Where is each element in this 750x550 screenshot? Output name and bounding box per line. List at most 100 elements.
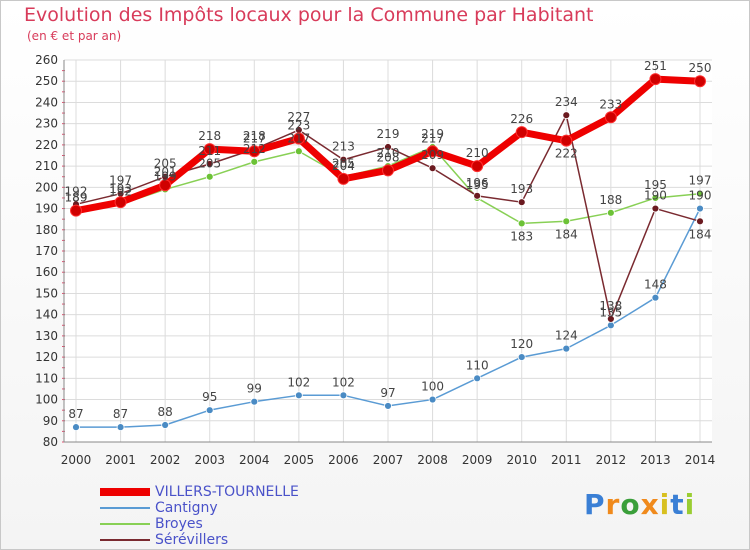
data-label-broyes: 212 (243, 142, 266, 156)
x-tick-label: 2014 (685, 453, 716, 467)
data-label-broyes: 210 (377, 146, 400, 160)
data-label-broyes: 197 (689, 174, 712, 188)
y-tick-label: 100 (35, 393, 58, 407)
data-point-cantigny (562, 344, 571, 353)
y-tick-label: 170 (35, 244, 58, 258)
logo-letter: x (640, 488, 660, 521)
data-label-cantigny: 110 (466, 358, 489, 372)
data-label-cantigny: 120 (510, 337, 533, 351)
data-label-villers-tournelle: 193 (109, 182, 132, 196)
x-tick-label: 2004 (239, 453, 270, 467)
data-point-broyes (562, 217, 571, 226)
data-point-broyes (606, 208, 615, 217)
data-point-broyes (205, 172, 214, 181)
data-point-villers-tournelle (560, 134, 573, 147)
y-tick-label: 160 (35, 265, 58, 279)
chart-subtitle: (en € et par an) (27, 29, 122, 43)
data-label-serevillers: 209 (421, 148, 444, 162)
data-label-villers-tournelle: 201 (154, 165, 177, 179)
data-label-cantigny: 95 (202, 390, 217, 404)
data-label-broyes: 183 (510, 229, 533, 243)
data-label-villers-tournelle: 189 (65, 191, 88, 205)
data-label-cantigny: 135 (599, 305, 622, 319)
x-tick-label: 2011 (551, 453, 582, 467)
data-point-villers-tournelle (70, 204, 82, 217)
data-label-cantigny: 124 (555, 329, 578, 343)
data-label-broyes: 192 (109, 184, 132, 198)
data-point-cantigny (473, 374, 482, 383)
data-point-villers-tournelle (292, 132, 305, 145)
logo-letter: o (620, 488, 641, 521)
data-label-villers-tournelle: 222 (555, 147, 578, 161)
data-point-serevillers (428, 164, 437, 173)
data-label-villers-tournelle: 226 (510, 112, 533, 126)
data-point-cantigny (294, 391, 303, 400)
legend-swatch (100, 507, 150, 509)
data-point-cantigny (696, 204, 704, 213)
data-label-villers-tournelle: 208 (377, 150, 400, 164)
data-point-cantigny (651, 293, 660, 302)
data-label-villers-tournelle: 204 (332, 159, 355, 173)
x-tick-label: 2005 (284, 453, 315, 467)
data-label-broyes: 205 (198, 157, 221, 171)
data-label-cantigny: 100 (421, 380, 444, 394)
data-point-cantigny (339, 391, 348, 400)
data-point-villers-tournelle (248, 145, 261, 158)
data-point-cantigny (250, 397, 259, 406)
data-label-villers-tournelle: 218 (198, 129, 221, 143)
data-label-cantigny: 87 (68, 407, 83, 421)
data-point-villers-tournelle (604, 111, 617, 124)
data-point-broyes (517, 219, 526, 228)
y-tick-label: 120 (35, 350, 58, 364)
data-label-cantigny: 102 (287, 375, 310, 389)
data-label-serevillers: 213 (332, 140, 355, 154)
data-label-serevillers: 205 (154, 157, 177, 171)
data-point-villers-tournelle (471, 160, 484, 173)
x-tick-label: 2008 (417, 453, 448, 467)
data-label-serevillers: 218 (243, 129, 266, 143)
data-point-serevillers (651, 204, 660, 213)
data-point-cantigny (428, 395, 437, 404)
y-tick-label: 80 (43, 435, 58, 449)
data-label-cantigny: 190 (689, 189, 712, 203)
y-tick-label: 110 (35, 371, 58, 385)
data-point-villers-tournelle (426, 145, 439, 158)
chart-title: Evolution des Impôts locaux pour la Comm… (24, 4, 594, 26)
data-label-cantigny: 148 (644, 278, 667, 292)
data-point-serevillers (562, 111, 571, 120)
data-point-villers-tournelle (114, 196, 127, 209)
data-label-villers-tournelle: 250 (689, 61, 712, 75)
x-tick-label: 2006 (328, 453, 359, 467)
data-label-cantigny: 97 (380, 386, 395, 400)
x-tick-label: 2003 (194, 453, 225, 467)
data-label-villers-tournelle: 210 (466, 146, 489, 160)
data-point-serevillers (517, 198, 526, 207)
y-tick-label: 260 (35, 53, 58, 67)
data-label-villers-tournelle: 223 (287, 119, 310, 133)
data-point-serevillers (384, 143, 392, 151)
logo-letter: t (670, 488, 685, 521)
x-tick-label: 2012 (596, 453, 627, 467)
legend-swatch (100, 523, 150, 525)
proxiti-logo: Proxiti (584, 488, 695, 521)
data-point-villers-tournelle (694, 75, 706, 88)
data-label-broyes: 184 (555, 227, 578, 241)
data-label-broyes: 217 (287, 131, 310, 145)
data-label-villers-tournelle: 217 (421, 131, 444, 145)
data-label-broyes: 199 (154, 169, 177, 183)
data-point-serevillers (696, 217, 704, 226)
y-tick-label: 180 (35, 223, 58, 237)
data-point-broyes (294, 147, 303, 156)
data-label-serevillers: 211 (198, 144, 221, 158)
data-point-villers-tournelle (649, 73, 662, 86)
data-label-broyes: 189 (65, 191, 88, 205)
data-point-villers-tournelle (337, 172, 350, 185)
legend-label: Sérévillers (155, 532, 229, 548)
x-tick-label: 2007 (373, 453, 404, 467)
data-point-serevillers (339, 155, 348, 164)
data-point-villers-tournelle (382, 164, 394, 177)
legend-label: Cantigny (155, 500, 218, 516)
y-tick-label: 140 (35, 308, 58, 322)
data-label-cantigny: 99 (247, 382, 262, 396)
